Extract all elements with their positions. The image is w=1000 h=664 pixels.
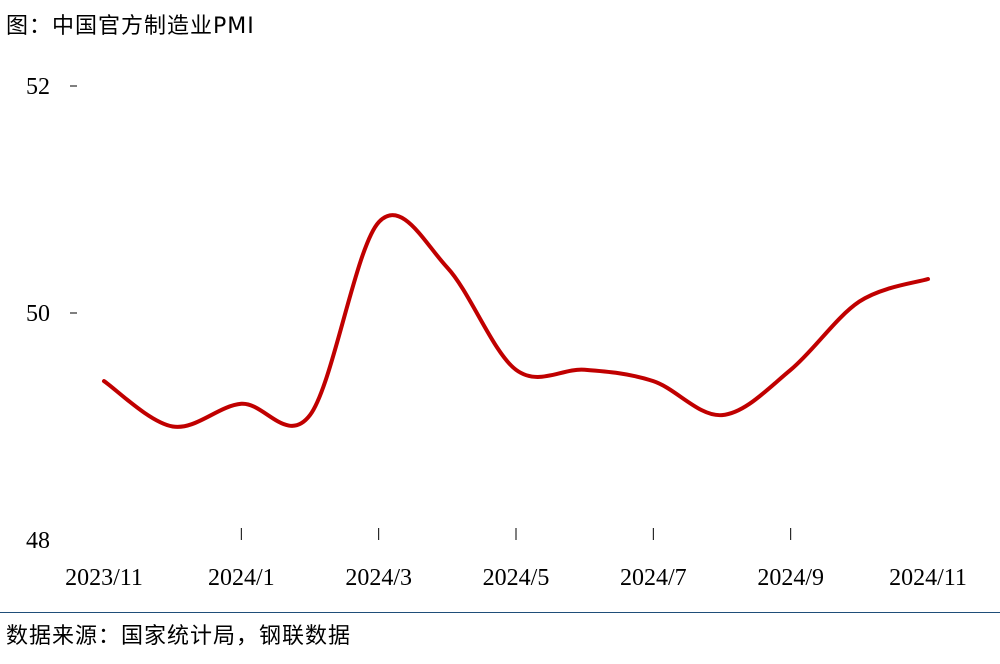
x-tick-label: 2024/5 [483,565,550,591]
x-tick-label: 2024/7 [620,565,687,591]
x-tick-label: 2024/1 [208,565,275,591]
x-tick-label: 2024/11 [889,565,967,591]
y-axis: 48 50 52 [26,74,77,554]
y-tick-label: 48 [26,528,50,554]
x-tick-label: 2024/3 [345,565,412,591]
y-tick-label: 52 [26,74,50,100]
x-tick-label: 2023/11 [65,565,143,591]
source-divider [0,612,1000,613]
series-line [102,213,930,429]
y-tick-label: 50 [26,301,50,327]
source-note: 数据来源：国家统计局，钢联数据 [6,624,352,649]
x-tick-label: 2024/9 [757,565,824,591]
chart-title: 图：中国官方制造业PMI [6,14,255,39]
series-layer [102,213,930,429]
x-axis: 2023/11 2024/1 2024/3 2024/5 2024/7 2024/9 202… [65,528,967,591]
